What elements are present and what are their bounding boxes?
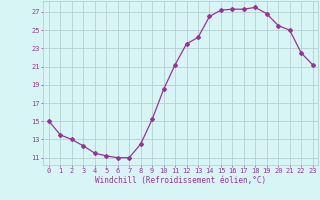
X-axis label: Windchill (Refroidissement éolien,°C): Windchill (Refroidissement éolien,°C) — [95, 176, 266, 185]
